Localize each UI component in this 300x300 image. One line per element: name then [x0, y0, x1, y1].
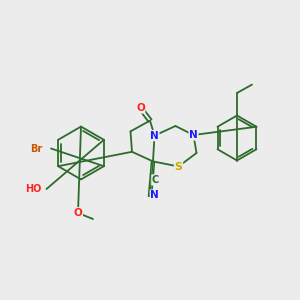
- Text: HO: HO: [25, 184, 41, 194]
- Text: Br: Br: [30, 143, 42, 154]
- Text: N: N: [189, 130, 198, 140]
- Text: O: O: [74, 208, 82, 218]
- Text: N: N: [150, 130, 159, 141]
- Text: N: N: [150, 190, 159, 200]
- Text: O: O: [74, 208, 82, 218]
- Text: S: S: [175, 161, 182, 172]
- Text: O: O: [136, 103, 145, 113]
- Text: C: C: [152, 175, 159, 185]
